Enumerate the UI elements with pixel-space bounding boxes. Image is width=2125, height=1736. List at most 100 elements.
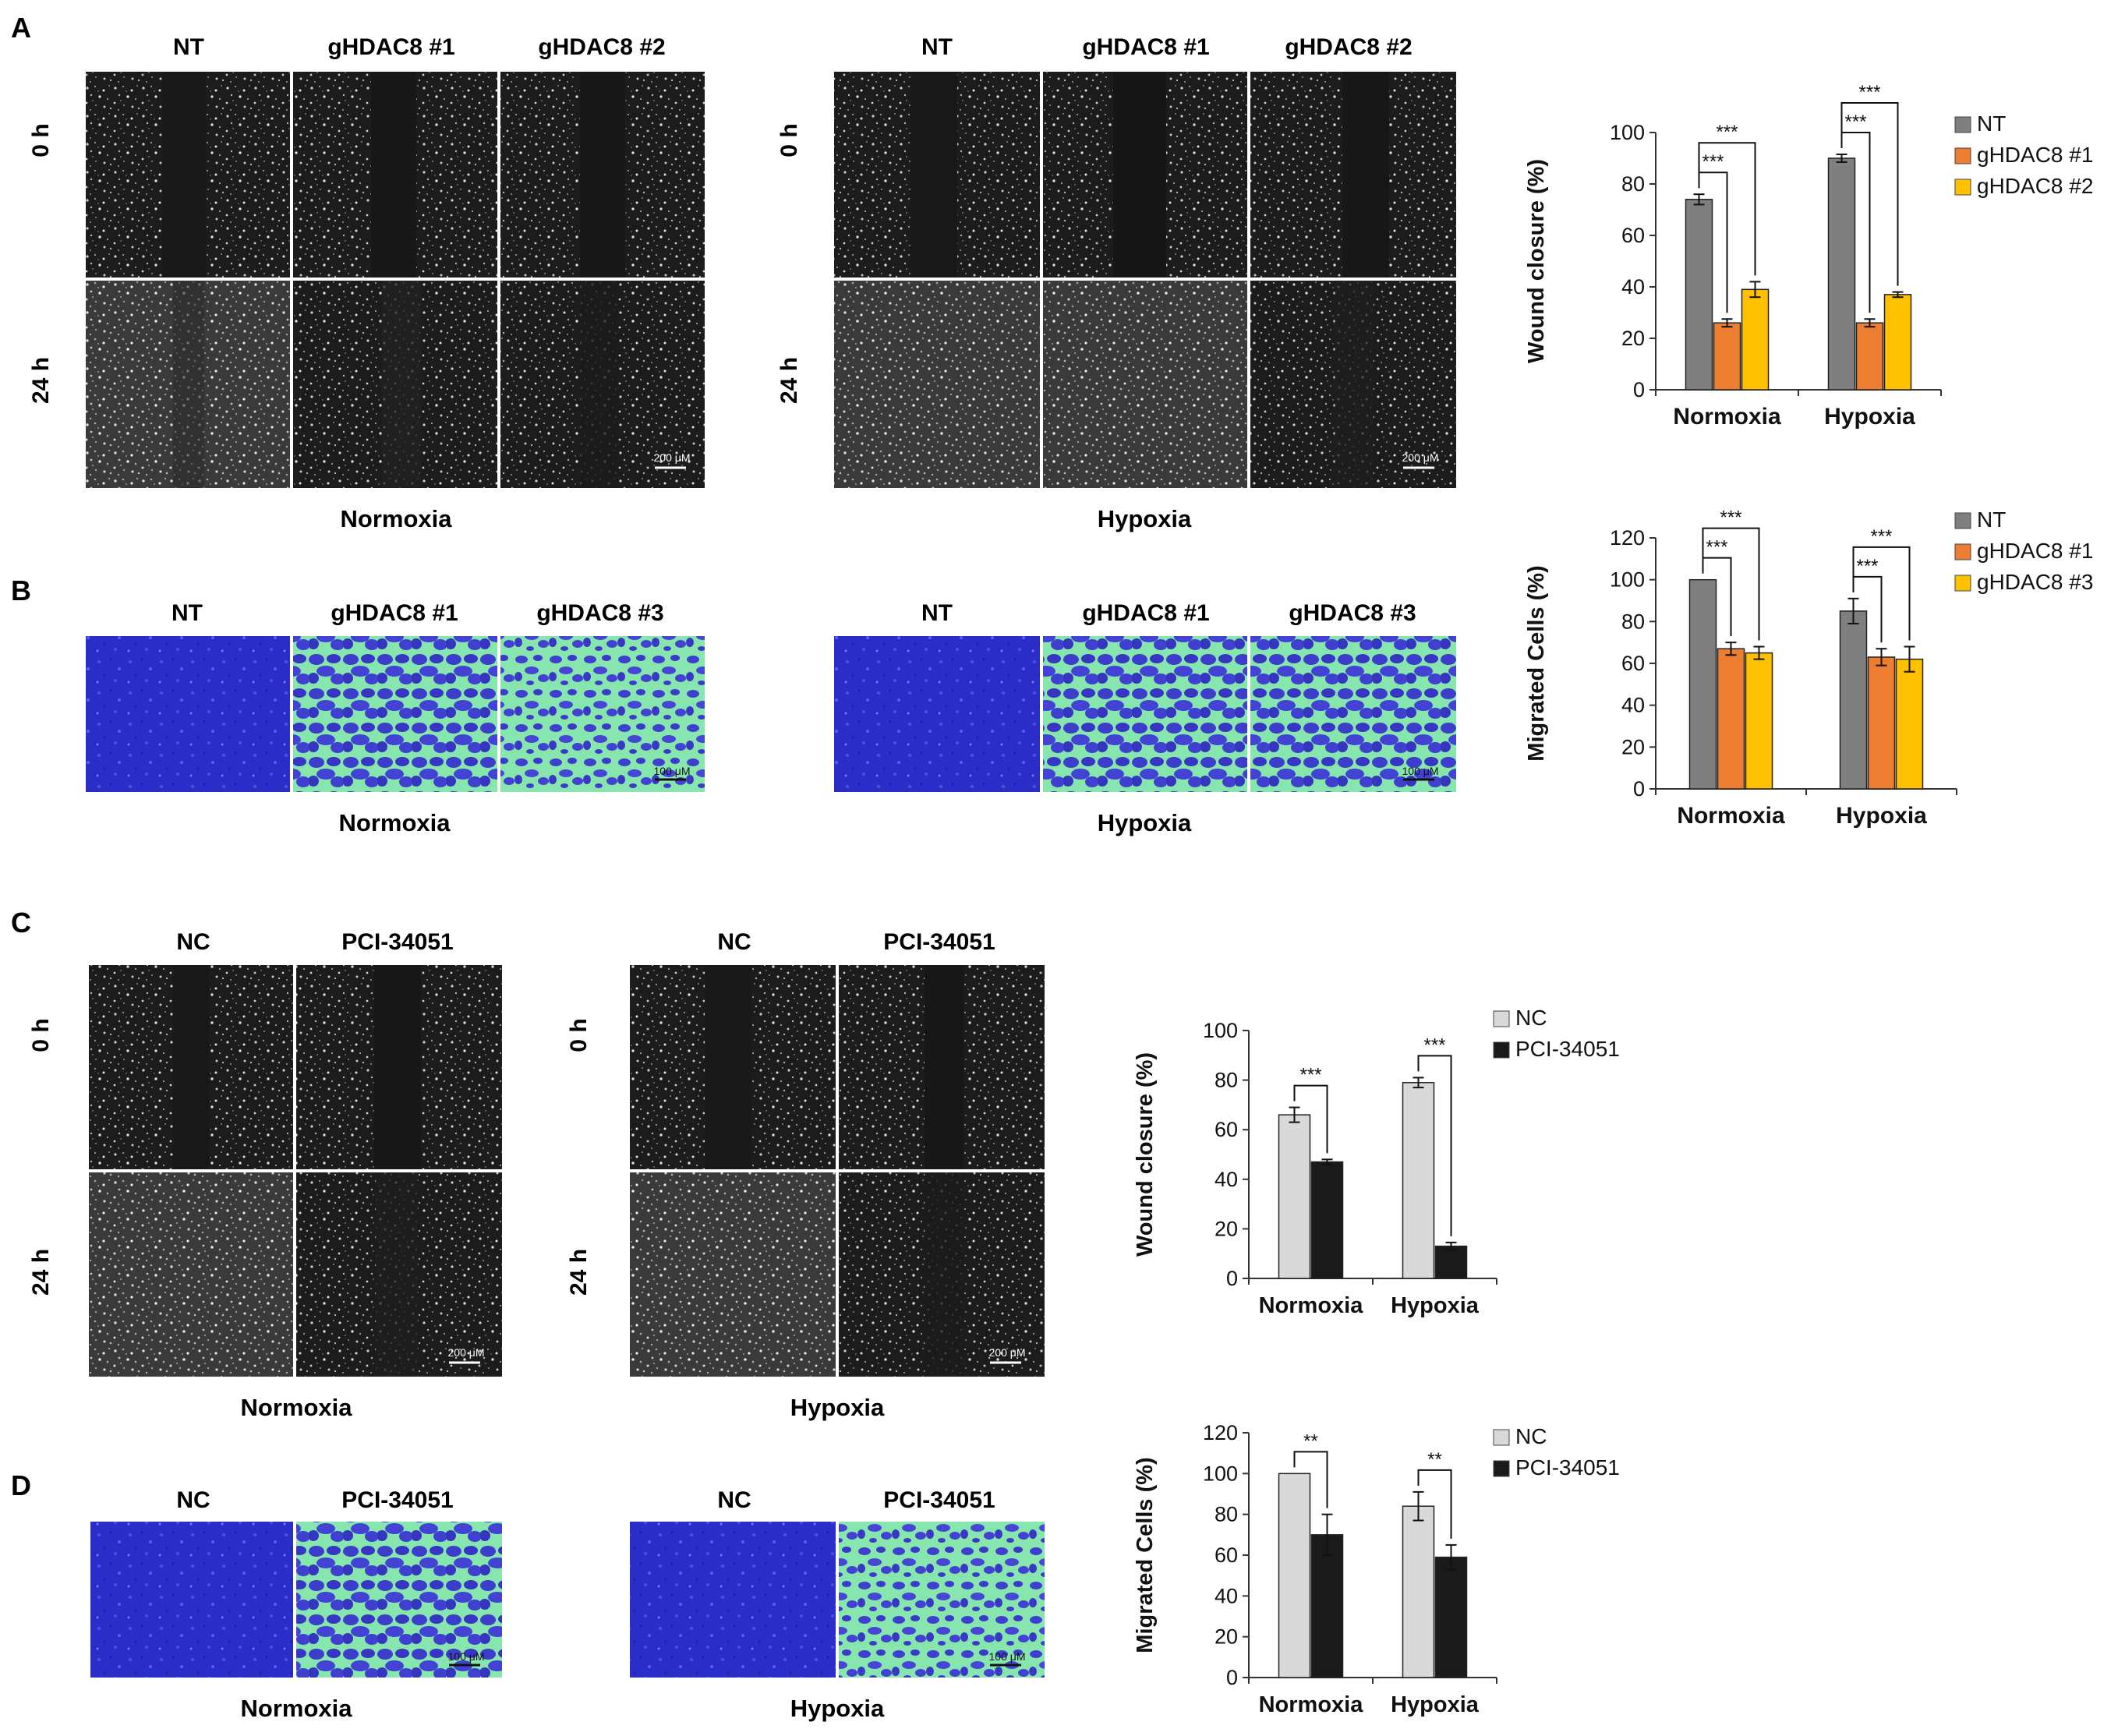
c-norm-row-24h: 24 h — [28, 1249, 54, 1296]
bar — [1745, 652, 1773, 790]
d-norm-col-2: PCI-34051 — [341, 1487, 453, 1513]
a-hyp-scale-bar: 200 μM — [1402, 451, 1439, 464]
b-normoxia-transwell-strip — [86, 636, 705, 792]
panel-label-C: C — [11, 907, 31, 939]
x-category-label: Normoxia — [1259, 1293, 1364, 1318]
x-category-label: Normoxia — [1677, 803, 1785, 829]
bar — [1402, 1082, 1435, 1279]
y-tick-label: 0 — [1226, 1666, 1238, 1689]
legend-label: gHDAC8 #3 — [1977, 570, 2093, 594]
chart-migrated-cells-gHDAC8: 0 20 40 60 80 100 120 Normoxia Hypoxia Migrated C… — [1524, 507, 2093, 829]
legend-swatch — [1493, 1429, 1510, 1446]
a-hypoxia-wound-grid — [834, 72, 1456, 488]
legend-label: PCI-34051 — [1515, 1455, 1620, 1480]
b-hyp-col-3: gHDAC8 #3 — [1289, 600, 1416, 626]
bar — [1883, 294, 1912, 391]
significance-bracket — [1417, 1469, 1452, 1539]
legend-label: NT — [1977, 111, 2006, 136]
y-tick-label: 20 — [1215, 1217, 1238, 1240]
x-category-label: Hypoxia — [1836, 803, 1927, 829]
a-hyp-row-24h: 24 h — [776, 357, 802, 404]
panel-label-D: D — [11, 1469, 31, 1501]
legend-swatch — [1493, 1010, 1510, 1027]
legend-label: gHDAC8 #1 — [1977, 143, 2093, 167]
significance-label: *** — [1299, 1065, 1321, 1086]
panel-label-A: A — [11, 12, 31, 44]
legend-swatch — [1493, 1460, 1510, 1477]
significance-label: *** — [1423, 1034, 1445, 1055]
significance-bracket — [1417, 1055, 1452, 1236]
c-norm-col-1: NC — [176, 929, 210, 955]
c-norm-scale-bar: 200 μM — [448, 1346, 485, 1359]
y-tick-label: 0 — [1633, 378, 1645, 401]
b-hyp-col-2: gHDAC8 #1 — [1082, 600, 1209, 626]
a-hyp-row-0h: 0 h — [776, 123, 802, 157]
y-tick-label: 100 — [1203, 1462, 1238, 1485]
panel-label-B: B — [11, 575, 31, 606]
d-norm-scale-bar: 100 μM — [448, 1650, 485, 1663]
a-hyp-col-1: NT — [921, 34, 953, 60]
significance-label: *** — [1716, 122, 1738, 143]
chart-wound-closure-PCI-34051: 0 20 40 60 80 100 Normoxia Hypoxia Wound closure… — [1133, 1006, 1620, 1318]
b-hyp-caption: Hypoxia — [1098, 809, 1192, 836]
y-tick-label: 80 — [1215, 1069, 1238, 1092]
bar — [1855, 322, 1884, 391]
chart-migrated-cells-PCI-34051: 0 20 40 60 80 100 120 Normoxia Hypoxia Migrated C… — [1133, 1421, 1620, 1717]
b-hypoxia-transwell-strip — [834, 636, 1456, 792]
y-tick-label: 20 — [1621, 735, 1645, 758]
legend-swatch — [1954, 512, 1971, 529]
y-tick-label: 60 — [1621, 224, 1645, 247]
x-category-label: Normoxia — [1259, 1692, 1364, 1717]
legend-label: NC — [1515, 1006, 1547, 1030]
d-norm-col-1: NC — [176, 1487, 210, 1513]
y-axis-label: Migrated Cells (%) — [1133, 1457, 1158, 1653]
y-tick-label: 60 — [1621, 652, 1645, 675]
a-norm-col-1: NT — [173, 34, 204, 60]
significance-label: *** — [1702, 151, 1724, 172]
legend-label: gHDAC8 #2 — [1977, 174, 2093, 198]
d-hypoxia-transwell-strip — [630, 1522, 1045, 1678]
bar — [1827, 157, 1856, 391]
y-tick-label: 0 — [1633, 777, 1645, 801]
y-tick-label: 100 — [1610, 121, 1645, 144]
y-tick-label: 100 — [1203, 1019, 1238, 1042]
significance-label: ** — [1427, 1449, 1442, 1470]
bar — [1278, 1114, 1311, 1279]
x-category-label: Hypoxia — [1391, 1293, 1480, 1318]
y-tick-label: 40 — [1215, 1584, 1238, 1607]
d-hyp-scale-bar: 100 μM — [989, 1650, 1026, 1663]
legend-label: NC — [1515, 1424, 1547, 1448]
y-tick-label: 0 — [1226, 1267, 1238, 1290]
c-hyp-row-0h: 0 h — [566, 1018, 592, 1052]
bar — [1867, 656, 1896, 790]
b-norm-col-1: NT — [171, 600, 203, 626]
d-hyp-col-2: PCI-34051 — [883, 1487, 995, 1513]
c-hypoxia-wound-grid — [630, 965, 1045, 1377]
a-hyp-col-2: gHDAC8 #1 — [1082, 34, 1209, 60]
c-hyp-col-2: PCI-34051 — [883, 929, 995, 955]
significance-label: *** — [1856, 556, 1878, 577]
b-hyp-col-1: NT — [921, 600, 953, 626]
significance-label: *** — [1844, 111, 1866, 133]
bar — [1717, 648, 1745, 790]
a-normoxia-wound-grid — [86, 72, 705, 488]
legend-label: NT — [1977, 507, 2006, 532]
y-tick-label: 60 — [1215, 1118, 1238, 1141]
c-normoxia-wound-grid — [89, 965, 502, 1377]
d-norm-caption: Normoxia — [241, 1695, 353, 1722]
bar — [1402, 1505, 1435, 1678]
legend-label: gHDAC8 #1 — [1977, 539, 2093, 563]
legend-swatch — [1493, 1041, 1510, 1059]
bar — [1310, 1161, 1344, 1279]
d-hyp-caption: Hypoxia — [790, 1695, 885, 1722]
significance-label: *** — [1706, 537, 1727, 558]
y-tick-label: 120 — [1610, 526, 1645, 550]
significance-label: ** — [1303, 1430, 1318, 1451]
c-hyp-scale-bar: 200 μM — [989, 1346, 1026, 1359]
y-axis-label: Wound closure (%) — [1524, 159, 1549, 363]
significance-label: *** — [1720, 507, 1741, 529]
y-tick-label: 80 — [1215, 1503, 1238, 1526]
legend-label: PCI-34051 — [1515, 1037, 1620, 1061]
significance-bracket — [1293, 1084, 1328, 1154]
